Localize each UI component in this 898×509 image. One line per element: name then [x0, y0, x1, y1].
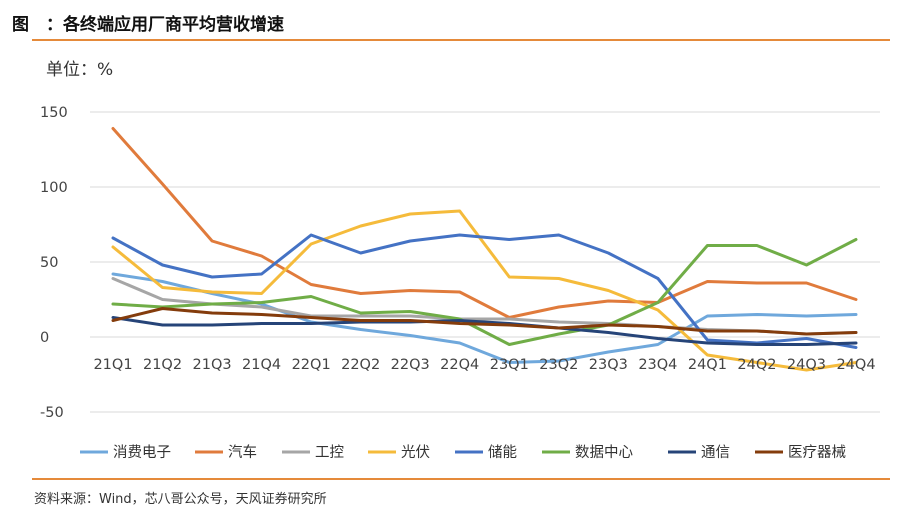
legend: 消费电子 汽车 工控 光伏 储能 数据中心 通信 医疗器械 — [80, 444, 846, 461]
series-line-7 — [111, 307, 858, 336]
series-line-5 — [111, 238, 858, 346]
gridlines — [90, 111, 880, 413]
y-tick-label: 0 — [40, 330, 49, 346]
source-note: 资料来源：Wind，芯八哥公众号，天风证券研究所 — [34, 492, 327, 507]
unit-label: 单位：% — [46, 60, 114, 80]
x-tick-label: 24Q3 — [787, 357, 826, 373]
x-tick-label: 24Q4 — [836, 357, 875, 373]
x-tick-label: 24Q1 — [688, 357, 727, 373]
chart-title: 图 ：各终端应用厂商平均营收增速 — [12, 15, 284, 35]
x-tick-label: 21Q4 — [242, 357, 281, 373]
x-tick-label: 24Q2 — [737, 357, 776, 373]
y-tick-label: 100 — [40, 180, 68, 196]
footer-divider — [32, 478, 890, 480]
x-tick-label: 21Q3 — [193, 357, 232, 373]
series-line-3 — [111, 209, 858, 372]
legend-label: 工控 — [315, 444, 344, 461]
line-chart: 150 100 50 0 -50 21Q1 21Q2 21Q3 21Q4 22Q1 22Q2 22Q… — [40, 105, 880, 461]
x-tick-label: 23Q1 — [490, 357, 529, 373]
series-line-0 — [111, 272, 858, 364]
series-lines — [111, 127, 858, 372]
y-axis-ticks: 150 100 50 0 -50 — [40, 105, 68, 421]
series-line-4 — [111, 233, 858, 349]
x-tick-label: 22Q4 — [440, 357, 479, 373]
legend-label: 医疗器械 — [788, 444, 846, 461]
x-tick-label: 22Q2 — [341, 357, 380, 373]
x-tick-label: 21Q2 — [143, 357, 182, 373]
x-tick-label: 21Q1 — [93, 357, 132, 373]
title-divider — [32, 39, 890, 41]
legend-label: 通信 — [701, 444, 730, 461]
x-tick-label: 22Q3 — [391, 357, 430, 373]
legend-label: 数据中心 — [575, 444, 633, 461]
series-line-1 — [111, 127, 858, 319]
legend-label: 储能 — [488, 444, 517, 461]
x-tick-label: 22Q1 — [292, 357, 331, 373]
y-tick-label: -50 — [40, 405, 64, 421]
legend-label: 汽车 — [228, 444, 257, 461]
x-tick-label: 23Q2 — [539, 357, 578, 373]
x-tick-label: 23Q3 — [589, 357, 628, 373]
series-line-6 — [111, 316, 858, 346]
legend-label: 消费电子 — [113, 444, 171, 461]
y-tick-label: 150 — [40, 105, 68, 121]
legend-label: 光伏 — [401, 444, 430, 461]
x-tick-label: 23Q4 — [638, 357, 677, 373]
x-axis-ticks: 21Q1 21Q2 21Q3 21Q4 22Q1 22Q2 22Q3 22Q4 23Q1 23Q2… — [93, 357, 875, 373]
y-tick-label: 50 — [40, 255, 58, 271]
